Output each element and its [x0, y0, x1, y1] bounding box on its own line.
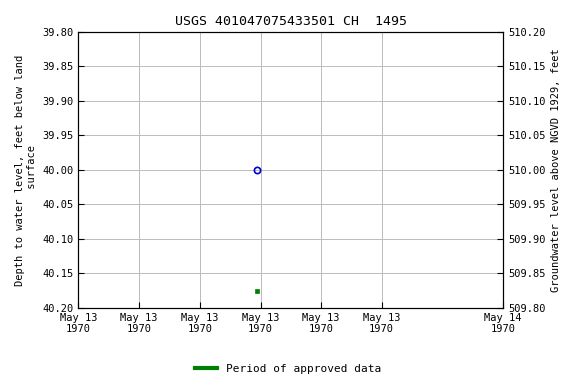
- Y-axis label: Depth to water level, feet below land
 surface: Depth to water level, feet below land su…: [15, 55, 37, 286]
- Legend: Period of approved data: Period of approved data: [191, 359, 385, 379]
- Title: USGS 401047075433501 CH  1495: USGS 401047075433501 CH 1495: [175, 15, 407, 28]
- Y-axis label: Groundwater level above NGVD 1929, feet: Groundwater level above NGVD 1929, feet: [551, 48, 561, 292]
